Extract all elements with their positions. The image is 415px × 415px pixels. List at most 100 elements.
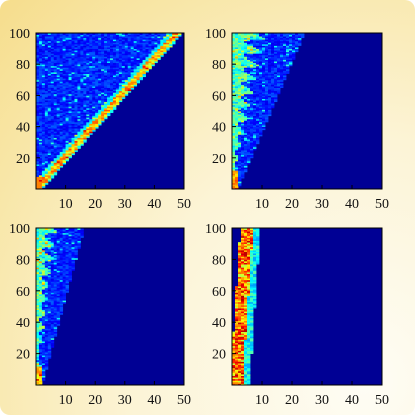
heatmap-cell	[256, 70, 260, 73]
heatmap-cell	[238, 148, 242, 151]
heatmap-cell	[139, 73, 143, 76]
heatmap-cell	[110, 81, 114, 84]
heatmap-cell	[53, 89, 58, 92]
heatmap-cell	[265, 95, 269, 98]
heatmap-cell	[80, 112, 84, 115]
heatmap-cell	[124, 84, 129, 87]
heatmap-cell	[86, 132, 90, 135]
heatmap-cell	[95, 72, 99, 74]
heatmap-cell	[98, 76, 102, 79]
heatmap-cell	[124, 53, 129, 56]
heatmap-cell	[59, 298, 64, 301]
heatmap-cell	[101, 37, 105, 40]
heatmap-cell	[232, 156, 236, 159]
heatmap-cell	[50, 268, 55, 271]
heatmap-cell	[50, 254, 55, 257]
heatmap-cell	[47, 125, 52, 127]
heatmap-cell	[62, 267, 66, 270]
heatmap-cell	[47, 103, 52, 106]
heatmap-cell	[44, 319, 49, 322]
heatmap-cell	[44, 264, 49, 267]
heatmap-cell	[241, 170, 245, 173]
heatmap-cell	[130, 56, 135, 59]
heatmap-cell	[92, 126, 96, 129]
heatmap-cell	[80, 140, 84, 143]
heatmap-cell	[36, 87, 40, 90]
heatmap-cell	[283, 48, 287, 51]
heatmap-cell	[53, 125, 58, 127]
heatmap-cell	[68, 143, 72, 146]
heatmap-cell	[77, 93, 81, 96]
heatmap-cell	[107, 36, 111, 39]
heatmap-cell	[47, 64, 52, 67]
heatmap-cell	[38, 120, 43, 123]
plot-frame	[231, 32, 383, 190]
heatmap-cell	[256, 98, 260, 101]
heatmap-cell	[110, 104, 114, 107]
heatmap-cell	[139, 39, 143, 42]
heatmap-cell	[256, 47, 260, 49]
heatmap-cell	[36, 339, 40, 342]
heatmap-cell	[259, 84, 263, 87]
heatmap-cell	[95, 120, 99, 123]
heatmap-cell	[250, 82, 254, 85]
heatmap-cell	[62, 275, 66, 278]
heatmap-cell	[68, 107, 72, 110]
heatmap-cell	[71, 231, 75, 234]
heatmap-cell	[151, 47, 155, 49]
heatmap-cell	[38, 81, 43, 84]
heatmap-cell	[36, 359, 40, 362]
heatmap-cell	[121, 64, 126, 67]
heatmap-cell	[232, 67, 236, 70]
heatmap-cell	[148, 62, 152, 65]
heatmap-cell	[65, 232, 69, 235]
heatmap-cell	[110, 98, 114, 101]
heatmap-cell	[44, 128, 49, 131]
heatmap-cell	[62, 284, 66, 287]
heatmap-cell	[50, 273, 55, 276]
heatmap-cell	[50, 320, 55, 323]
heatmap-cell	[56, 36, 61, 39]
heatmap-cell	[53, 320, 58, 323]
heatmap-cell	[47, 61, 52, 64]
heatmap-cell	[36, 380, 40, 383]
heatmap-cell	[139, 53, 143, 56]
heatmap-cell	[238, 173, 242, 176]
heatmap-cell	[74, 57, 78, 60]
heatmap-cell	[44, 109, 49, 112]
heatmap-cell	[36, 284, 40, 287]
heatmap-cell	[115, 67, 120, 70]
heatmap-cell	[130, 68, 135, 71]
heatmap-cell	[244, 48, 248, 51]
heatmap-cell	[68, 257, 72, 260]
heatmap-cell	[41, 286, 46, 289]
heatmap-cell	[274, 100, 278, 103]
heatmap-cell	[247, 104, 251, 107]
heatmap-cell	[44, 339, 49, 342]
heatmap-cell	[44, 93, 49, 96]
heatmap-cell	[110, 61, 114, 64]
heatmap-cell	[53, 157, 58, 160]
heatmap-cell	[98, 100, 102, 103]
heatmap-cell	[295, 36, 299, 39]
heatmap-cell	[104, 62, 108, 65]
heatmap-cell	[65, 84, 69, 87]
heatmap-cell	[44, 267, 49, 270]
heatmap-cell	[92, 89, 96, 92]
heatmap-cell	[98, 53, 102, 56]
heatmap-cell	[101, 106, 105, 109]
heatmap-cell	[256, 134, 260, 137]
heatmap-cell	[36, 256, 40, 259]
heatmap-cell	[38, 43, 43, 46]
heatmap-cell	[89, 132, 93, 135]
heatmap-cell	[41, 153, 46, 156]
heatmap-cell	[235, 315, 239, 318]
heatmap-cell	[89, 121, 93, 124]
heatmap-cell	[53, 325, 58, 328]
heatmap-cell	[124, 48, 129, 51]
heatmap-cell	[238, 366, 242, 369]
heatmap-cell	[235, 61, 239, 64]
heatmap-cell	[262, 103, 266, 106]
heatmap-cell	[256, 75, 260, 78]
heatmap-cell	[139, 47, 143, 49]
